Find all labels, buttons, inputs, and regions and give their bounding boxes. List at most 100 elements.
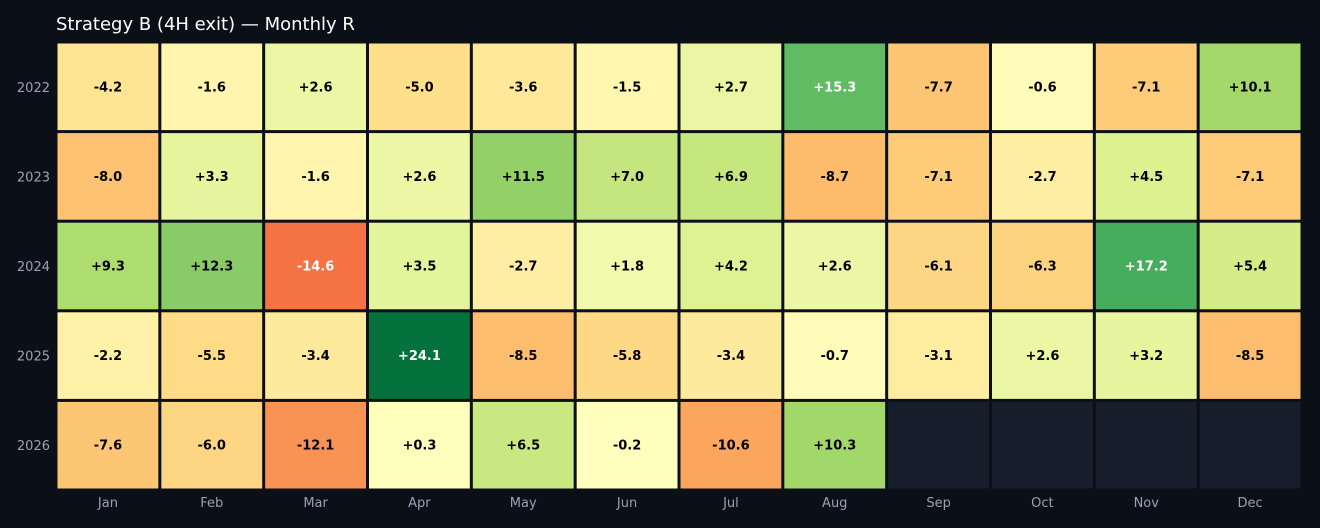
heatmap-cell-2024-may [472,222,574,310]
cell-value-label: +6.5 [506,439,540,454]
cell-value-label: -6.0 [198,439,226,454]
heatmap-cell-2024-apr [369,222,470,310]
cell-value-label: -14.6 [297,260,334,275]
heatmap-cell-2025-jun [576,312,678,399]
cell-value-label: -7.1 [924,170,952,185]
heatmap-cell-2022-apr [369,43,470,131]
heatmap-cells [57,43,1301,489]
heatmap-cell-2026-may [472,401,574,489]
x-tick-label: Feb [200,496,223,511]
x-tick-label: Apr [408,496,431,511]
cell-value-label: -1.6 [301,170,329,185]
heatmap-cell-2024-sep [888,222,989,310]
cell-value-label: +11.5 [502,170,545,185]
x-tick-label: Sep [926,496,951,511]
heatmap-cell-2026-jul [680,401,782,489]
cell-value-label: +2.6 [818,260,852,275]
cell-value-label: -0.2 [613,439,641,454]
x-tick-label: Jul [722,496,739,511]
heatmap-cell-2025-jul [680,312,782,399]
heatmap-cell-2022-may [472,43,574,131]
heatmap-cell-2023-apr [369,133,470,220]
heatmap-cell-2025-sep [888,312,989,399]
y-axis-tick-labels: 2022 2023 2024 2025 2026 [17,81,50,454]
heatmap-cell-2023-nov [1095,133,1197,220]
heatmap-cell-labels: -4.2 -1.6 +2.6 -5.0 -3.6 -1.5 +2.7 +15.3 -7.7 -0.… [91,80,1272,453]
heatmap-cell-2022-feb [161,43,263,131]
cell-value-label: -10.6 [712,439,749,454]
cell-value-label: -0.7 [821,349,849,364]
heatmap-cell-2022-jul [680,43,782,131]
heatmap-cell-2025-mar [265,312,366,399]
heatmap-cell-2024-aug [784,222,886,310]
cell-value-label: +3.2 [1129,349,1163,364]
heatmap-cell-2024-jan [57,222,159,310]
cell-value-label: +0.3 [402,439,436,454]
heatmap-cell-2024-feb [161,222,263,310]
heatmap-cell-2025-aug [784,312,886,399]
y-tick-label: 2023 [17,170,50,185]
cell-value-label: -8.5 [509,349,537,364]
heatmap-cell-2022-jun [576,43,678,131]
heatmap-cell-2024-jun [576,222,678,310]
cell-value-label: +24.1 [398,349,441,364]
y-tick-label: 2026 [17,439,50,454]
cell-value-label: -7.1 [1132,80,1160,95]
cell-value-label: -2.7 [1028,170,1056,185]
heatmap-cell-2026-sep [888,401,989,489]
cell-value-label: -7.7 [924,80,952,95]
cell-value-label: +2.7 [714,80,748,95]
heatmap-cell-2025-feb [161,312,263,399]
heatmap-cell-2025-dec [1199,312,1301,399]
cell-value-label: -3.4 [717,349,745,364]
cell-value-label: -1.5 [613,80,641,95]
heatmap-cell-2024-jul [680,222,782,310]
heatmap-cell-2022-oct [992,43,1093,131]
heatmap-cell-2022-dec [1199,43,1301,131]
cell-value-label: -5.8 [613,349,641,364]
heatmap-cell-2022-nov [1095,43,1197,131]
cell-value-label: +2.6 [1025,349,1059,364]
cell-value-label: -4.2 [94,80,122,95]
cell-value-label: -3.6 [509,80,537,95]
heatmap-cell-2024-oct [992,222,1093,310]
heatmap-cell-2023-jul [680,133,782,220]
cell-value-label: +2.6 [402,170,436,185]
heatmap-cell-2023-oct [992,133,1093,220]
cell-value-label: -8.5 [1236,349,1264,364]
heatmap-cell-2026-dec [1199,401,1301,489]
heatmap-cell-2023-aug [784,133,886,220]
cell-value-label: +2.6 [299,80,333,95]
cell-value-label: +4.2 [714,260,748,275]
heatmap-cell-2025-may [472,312,574,399]
cell-value-label: +12.3 [190,260,233,275]
cell-value-label: -5.0 [405,80,433,95]
cell-value-label: +7.0 [610,170,644,185]
x-tick-label: Nov [1134,496,1160,511]
x-tick-label: May [510,496,537,511]
y-tick-label: 2024 [17,260,50,275]
heatmap-cell-2026-jan [57,401,159,489]
x-tick-label: Aug [822,496,847,511]
heatmap-cell-2023-mar [265,133,366,220]
heatmap-cell-2025-nov [1095,312,1197,399]
cell-value-label: +4.5 [1129,170,1163,185]
cell-value-label: -6.3 [1028,260,1056,275]
y-tick-label: 2025 [17,350,50,365]
x-tick-label: Jun [616,496,637,511]
heatmap-cell-2026-oct [992,401,1093,489]
cell-value-label: -6.1 [924,260,952,275]
cell-value-label: -7.1 [1236,170,1264,185]
y-tick-label: 2022 [17,81,50,96]
cell-value-label: +9.3 [91,260,125,275]
heatmap-cell-2023-jan [57,133,159,220]
heatmap-cell-2023-jun [576,133,678,220]
cell-value-label: +6.9 [714,170,748,185]
heatmap-cell-2023-may [472,133,574,220]
heatmap-cell-2025-jan [57,312,159,399]
cell-value-label: +3.3 [195,170,229,185]
heatmap-cell-2022-sep [888,43,989,131]
cell-value-label: +10.3 [813,439,856,454]
heatmap-cell-2022-mar [265,43,366,131]
